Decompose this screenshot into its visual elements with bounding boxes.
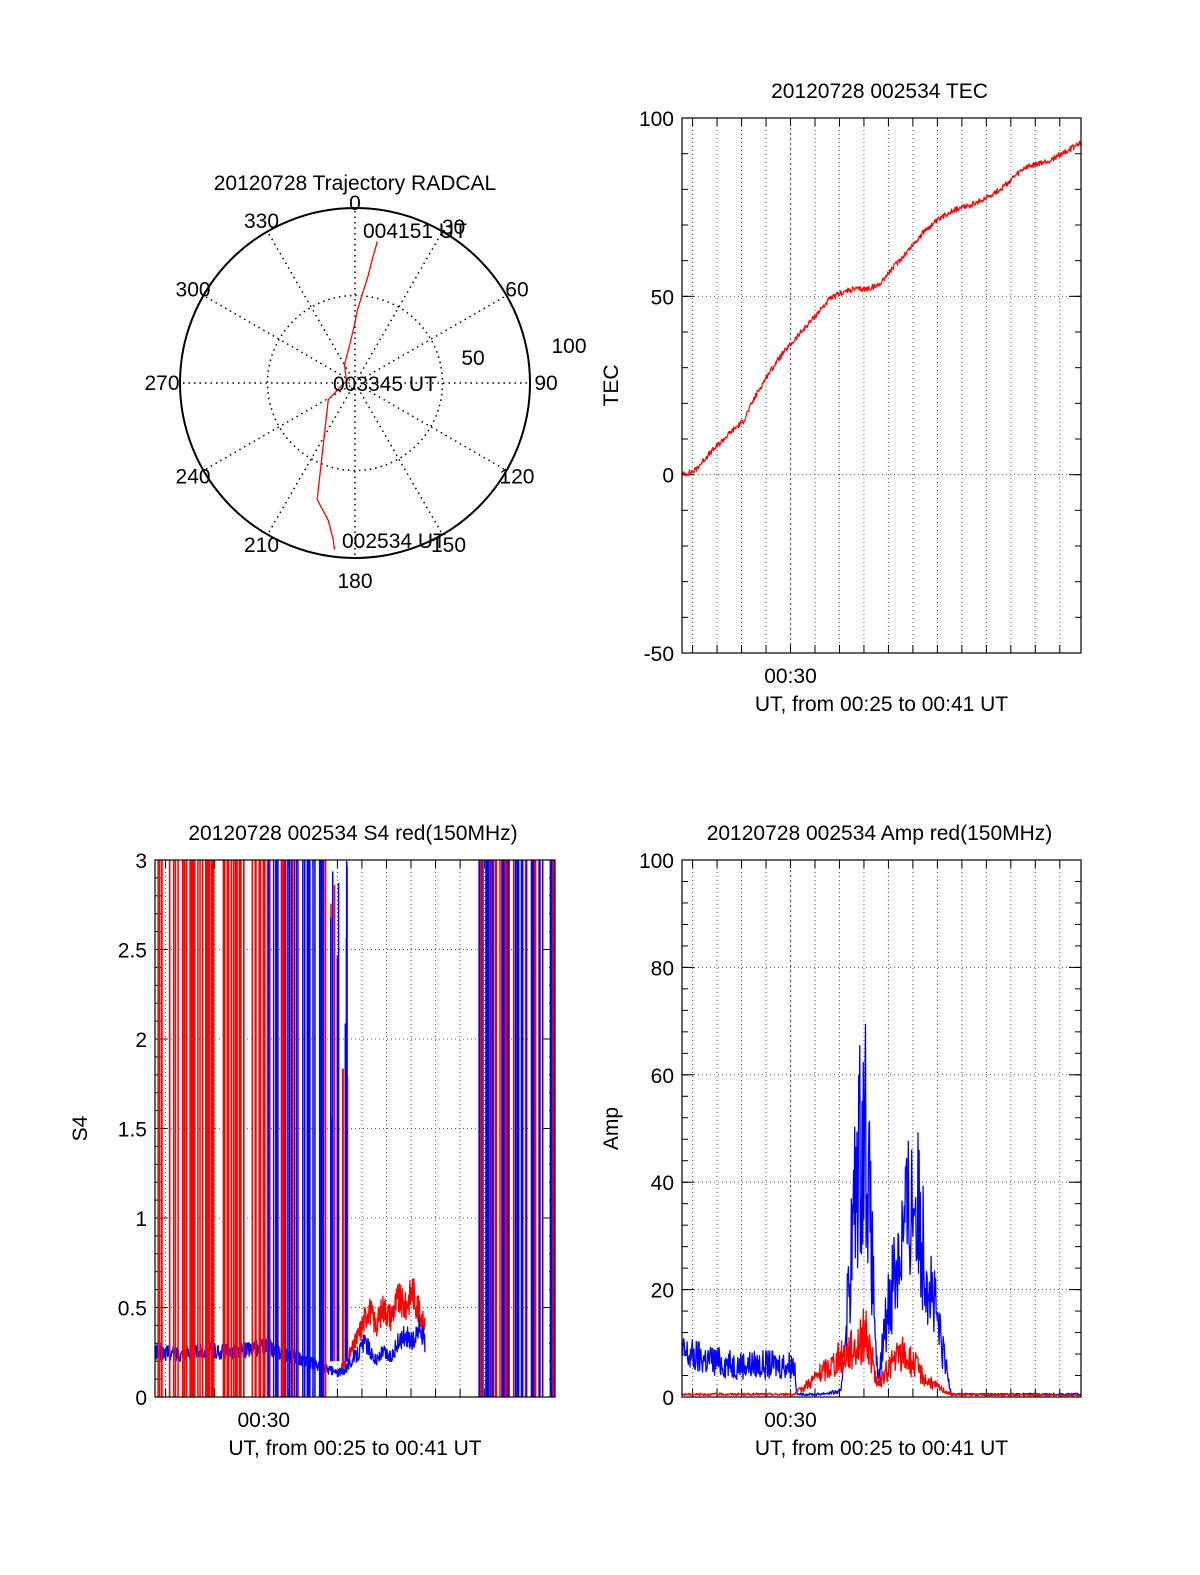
polar-angle-label: 210 — [244, 534, 279, 557]
y-tick-label: 50 — [651, 286, 674, 309]
y-tick-label: 100 — [639, 850, 674, 873]
polar-angle-label: 150 — [431, 534, 466, 557]
x-tick-label: 00:30 — [764, 665, 817, 688]
polar-chart-title: 20120728 Trajectory RADCAL — [214, 172, 497, 195]
trajectory-mid-label: 003345 UT — [333, 373, 437, 396]
y-axis-label: Amp — [600, 1107, 623, 1150]
polar-trajectory-chart: 0 30 60 90 120 150 180 210 240 270 300 330 50 100 0041… — [144, 172, 586, 593]
polar-angle-label: 120 — [499, 466, 534, 489]
y-axis-label: TEC — [600, 365, 623, 407]
polar-outer-ring — [179, 207, 531, 559]
y-tick-label: 20 — [651, 1280, 674, 1303]
y-tick-label: 0 — [662, 1387, 674, 1410]
x-tick-label: 00:30 — [764, 1409, 817, 1432]
polar-angle-label: 60 — [505, 279, 528, 302]
trajectory-start-label: 002534 UT — [342, 530, 446, 553]
polar-angle-label: 240 — [176, 466, 211, 489]
s4-chart: 0 0.5 1 1.5 2 2.5 3 20120728 002534 S4 red(150M… — [69, 822, 556, 1460]
amp-title: 20120728 002534 Amp red(150MHz) — [707, 822, 1053, 845]
y-tick-label: 3 — [135, 850, 147, 873]
polar-angle-label: 180 — [337, 570, 372, 593]
polar-grid-spoke — [354, 382, 444, 535]
x-axis-label: UT, from 00:25 to 00:41 UT — [755, 1437, 1008, 1460]
x-tick-label: 00:30 — [238, 1409, 291, 1432]
tec-chart: -50 0 50 100 20120728 002534 TEC 00:30 UT, fro… — [600, 80, 1082, 716]
y-tick-label: 1 — [135, 1208, 147, 1231]
y-tick-label: 2.5 — [118, 940, 147, 963]
plot-frame — [681, 859, 1082, 1398]
polar-grid-spoke — [266, 382, 356, 535]
s4-title: 20120728 002534 S4 red(150MHz) — [188, 822, 517, 845]
series-line-red — [338, 1277, 426, 1374]
polar-radial-label: 50 — [461, 347, 484, 370]
y-tick-label: 0 — [662, 465, 674, 488]
y-tick-label: -50 — [644, 643, 674, 666]
polar-angle-label: 0 — [349, 192, 361, 215]
polar-angle-label: 30 — [442, 216, 465, 239]
polar-angle-label: 270 — [144, 372, 179, 395]
y-tick-label: 1.5 — [118, 1119, 147, 1142]
y-tick-label: 100 — [639, 108, 674, 131]
y-tick-label: 2 — [135, 1029, 147, 1052]
x-axis-label: UT, from 00:25 to 00:41 UT — [755, 693, 1008, 716]
y-tick-label: 80 — [651, 957, 674, 980]
x-axis-label: UT, from 00:25 to 00:41 UT — [228, 1437, 481, 1460]
y-axis-label: S4 — [69, 1115, 92, 1141]
polar-grid-ring — [266, 294, 444, 472]
y-tick-label: 0.5 — [118, 1298, 147, 1321]
series-line-red — [681, 1308, 1082, 1397]
polar-radial-label: 100 — [551, 335, 586, 358]
y-tick-label: 60 — [651, 1065, 674, 1088]
trajectory-end-label: 004151 UT — [363, 220, 467, 243]
amp-chart: 0 20 40 60 80 100 20120728 002534 Amp red(150M… — [600, 822, 1082, 1460]
polar-angle-label: 330 — [244, 210, 279, 233]
s4-saturation-spikes — [157, 860, 555, 1397]
plot-frame — [681, 117, 1082, 654]
series-line-red — [681, 140, 1082, 477]
tec-title: 20120728 002534 TEC — [771, 80, 988, 103]
y-tick-label: 40 — [651, 1172, 674, 1195]
polar-angle-label: 90 — [534, 372, 557, 395]
polar-grid-spoke — [266, 231, 356, 384]
polar-angle-label: 300 — [176, 279, 211, 302]
polar-grid-spoke — [354, 382, 507, 472]
plot-frame — [154, 859, 556, 1398]
trajectory-line — [316, 241, 379, 550]
y-tick-label: 0 — [135, 1387, 147, 1410]
